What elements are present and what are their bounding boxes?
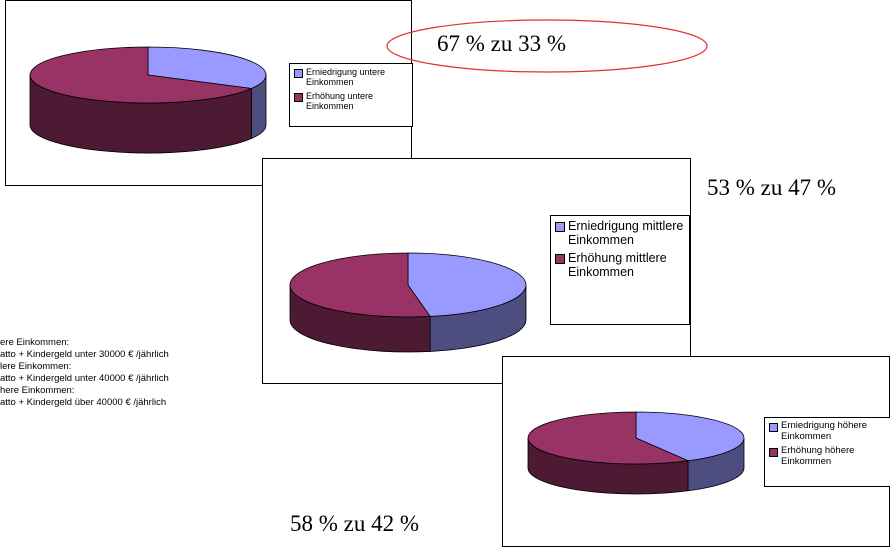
pie-svg (527, 411, 745, 495)
note-line: atto + Kindergeld unter 40000 € /jährlic… (0, 373, 169, 384)
ratio-label-upper: 58 % zu 42 % (290, 511, 420, 536)
note-line: atto + Kindergeld über 40000 € /jährlich (0, 397, 167, 408)
legend-item: Erhöhung mittlere Einkommen (555, 251, 685, 280)
highlight-ellipse (386, 19, 708, 73)
pie-chart-middle-income: Erniedrigung mittlere Einkommen Erhöhung… (262, 158, 691, 384)
pie-svg (29, 46, 267, 154)
legend-label: Erniedrigung höhere Einkommen (781, 420, 868, 442)
legend-item: Erhöhung höhere Einkommen (769, 444, 886, 468)
pie-slice-erniedrigung (407, 252, 527, 317)
note-line: here Einkommen: (0, 385, 75, 396)
legend-swatch (769, 423, 778, 432)
legend-swatch (294, 69, 303, 78)
pie-slice-erhoehung (527, 411, 690, 465)
legend: Erniedrigung untere Einkommen Erhöhung u… (289, 63, 413, 127)
legend-label: Erniedrigung untere Einkommen (306, 67, 386, 88)
legend-label: Erhöhung höhere Einkommen (781, 444, 855, 467)
legend-label: Erhöhung mittlere Einkommen (568, 250, 667, 280)
legend-item: Erniedrigung höhere Einkommen (769, 420, 886, 443)
ratio-label-middle: 53 % zu 47 % (707, 175, 837, 200)
legend-item: Erniedrigung mittlere Einkommen (555, 219, 685, 248)
legend-swatch (555, 253, 565, 264)
pie-chart-upper-income: Erniedrigung höhere Einkommen Erhöhung h… (502, 356, 890, 547)
pie-slice-erhoehung (289, 252, 431, 318)
legend: Erniedrigung mittlere Einkommen Erhöhung… (550, 215, 690, 325)
legend-swatch (555, 222, 565, 232)
note-line: lere Einkommen: (0, 361, 72, 372)
legend-swatch (769, 447, 778, 457)
note-line: ere Einkommen: (0, 337, 70, 348)
legend-item: Erniedrigung untere Einkommen (294, 67, 408, 88)
income-definitions: ere Einkommen: atto + Kindergeld unter 3… (0, 337, 169, 409)
pie-chart-lower-income: Erniedrigung untere Einkommen Erhöhung u… (5, 0, 413, 186)
legend: Erniedrigung höhere Einkommen Erhöhung h… (764, 417, 890, 487)
pie-slice-erniedrigung (635, 411, 745, 462)
note-line: atto + Kindergeld unter 30000 € /jährlic… (0, 349, 169, 360)
legend-item: Erhöhung untere Einkommen (294, 91, 408, 112)
legend-swatch (294, 92, 303, 102)
pie-slice-erniedrigung (147, 46, 267, 89)
legend-label: Erniedrigung mittlere Einkommen (568, 219, 684, 248)
ratio-label-lower: 67 % zu 33 % (437, 31, 567, 56)
pie-slice-erhoehung (29, 46, 253, 104)
legend-label: Erhöhung untere Einkommen (306, 90, 374, 112)
pie-svg (289, 252, 527, 353)
